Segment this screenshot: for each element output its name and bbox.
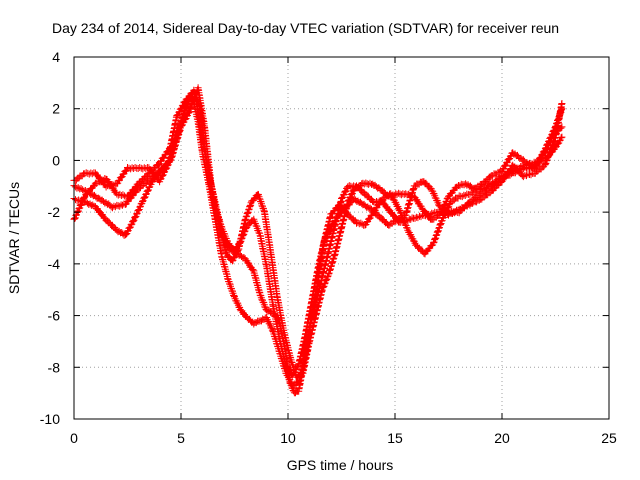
x-tick-label: 15 [387,430,403,446]
y-tick-label: -2 [48,204,61,220]
y-axis-label: SDTVAR / TECUs [6,182,22,294]
y-tick-label: 2 [52,101,60,117]
plot-frame [73,56,610,420]
x-tick-label: 0 [70,430,78,446]
x-tick-labels: 0 5 10 15 20 25 [70,430,617,446]
y-tick-label: -10 [40,411,60,427]
y-tick-label: 0 [52,152,60,168]
x-axis-label: GPS time / hours [287,457,394,473]
axis-ticks [73,56,610,420]
x-tick-label: 10 [280,430,296,446]
y-tick-label: -8 [48,359,61,375]
y-tick-label: 4 [52,49,60,65]
x-tick-label: 20 [494,430,510,446]
data-points [70,84,566,397]
y-tick-label: -6 [48,308,61,324]
x-tick-label: 25 [601,430,617,446]
chart-title: Day 234 of 2014, Sidereal Day-to-day VTE… [52,20,559,36]
y-tick-labels: -10 -8 -6 -4 -2 0 2 4 [40,49,60,427]
x-tick-label: 5 [177,430,185,446]
y-tick-label: -4 [48,256,61,272]
